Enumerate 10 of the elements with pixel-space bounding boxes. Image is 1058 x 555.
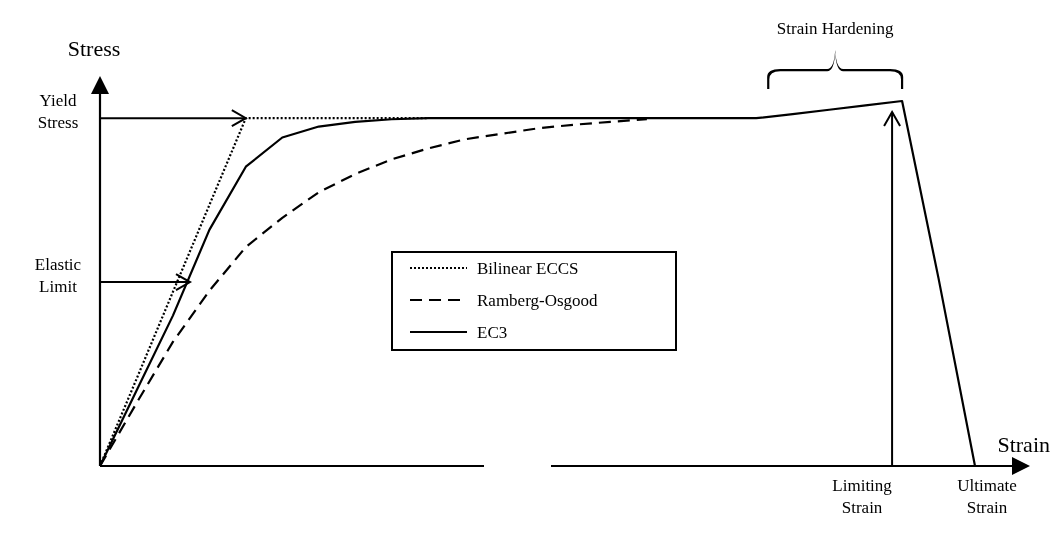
legend-label: Bilinear ECCS — [477, 259, 579, 278]
text: Strain Hardening — [776, 19, 894, 38]
text: Yield Stress — [37, 91, 79, 133]
y-axis-title: Stress — [67, 36, 121, 61]
text: Elastic Limit — [34, 255, 82, 297]
x-axis-title: Strain — [997, 432, 1050, 457]
text: Limiting Strain — [832, 476, 893, 517]
text: Ultimate Strain — [957, 476, 1017, 517]
legend-label: EC3 — [477, 323, 508, 342]
legend-label: Ramberg-Osgood — [477, 291, 599, 310]
